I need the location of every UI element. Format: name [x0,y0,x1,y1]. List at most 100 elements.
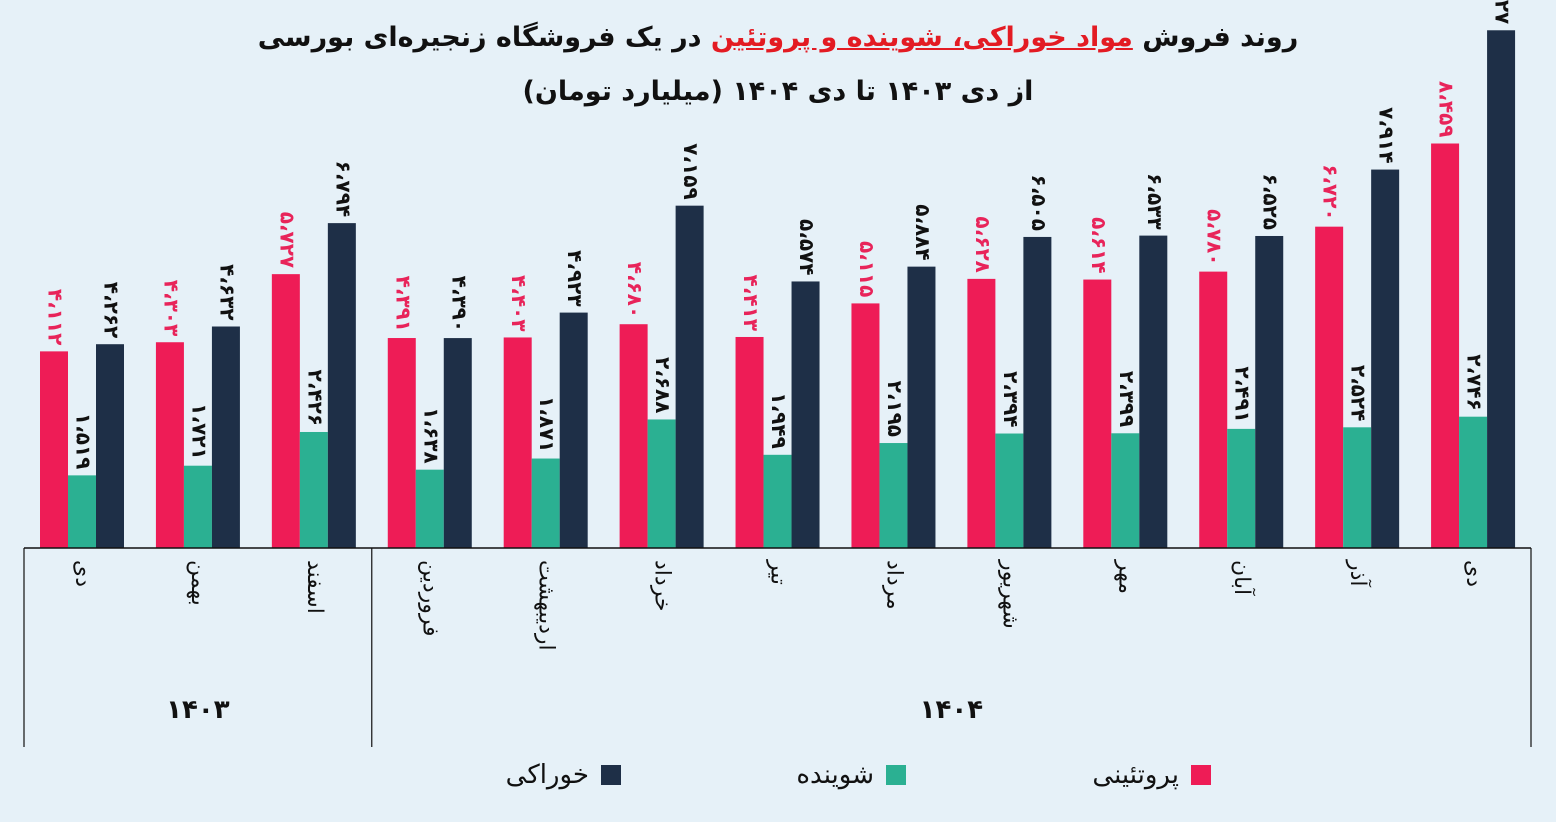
bar-food [1139,235,1168,548]
data-label-detergent: ۲،۴۲۶ [303,370,327,426]
data-label-protein: ۴،۴۰۳ [507,275,531,331]
data-label-food: ۱۰،۸۲۷ [1491,0,1515,24]
data-label-detergent: ۱،۸۷۱ [535,396,559,452]
bar-protein [1431,143,1460,549]
data-label-protein: ۴،۳۹۱ [391,276,415,332]
bar-detergent [299,431,328,548]
bar-food [1487,30,1516,549]
bar-food [211,326,240,548]
title-line-1: روند فروش مواد خوراکی، شوینده و پروتئین … [0,14,1556,62]
legend-item-food: خوراکی [506,760,621,790]
data-label-detergent: ۱،۷۲۱ [187,403,211,459]
bar-protein [967,278,996,548]
bar-food [675,205,704,549]
bar-food [443,338,472,548]
data-label-protein: ۶،۷۲۰ [1319,164,1343,220]
data-label-detergent: ۲،۷۴۶ [1463,354,1487,410]
bar-detergent [647,419,676,548]
legend-swatch-protein [1191,765,1211,785]
x-tick-label: بهمن [186,560,211,606]
bar-protein [619,324,648,548]
x-tick-label: خرداد [650,560,675,611]
bar-protein [735,336,764,548]
bar-protein [851,303,880,548]
data-label-food: ۴،۶۳۲ [215,264,239,320]
data-label-protein: ۵،۶۲۸ [971,216,995,272]
legend-item-detergent: شوینده [796,760,906,790]
data-label-protein: ۴،۳۰۳ [159,280,183,336]
legend-label-food: خوراکی [505,760,589,790]
bar-protein [1199,271,1228,548]
data-label-protein: ۴،۴۱۳ [739,275,763,331]
bar-food [791,281,820,548]
bar-protein [40,351,68,548]
data-label-food: ۴،۳۹۰ [447,276,471,332]
x-tick-label: فروردین [418,560,443,637]
bar-protein [1083,279,1112,548]
bar-protein [271,274,300,548]
x-tick-label: اسفند [302,560,327,614]
legend-swatch-detergent [886,765,906,785]
bar-protein [387,338,416,548]
data-label-protein: ۴،۱۱۲ [44,289,68,345]
title-line-2: از دی ۱۴۰۳ تا دی ۱۴۰۴ (میلیارد تومان) [522,76,1034,107]
bar-food [907,266,936,548]
data-label-protein: ۴،۶۸۰ [623,262,647,318]
x-tick-label: مرداد [881,560,906,610]
bar-protein [155,342,184,548]
bar-detergent [415,469,444,548]
x-tick-label: تیر [766,559,791,585]
data-label-food: ۷،۹۱۴ [1375,107,1399,163]
x-tick-label: دی [70,560,95,587]
bar-detergent [68,475,96,548]
bar-detergent [1111,433,1140,548]
data-label-detergent: ۲،۳۹۹ [1115,371,1139,427]
data-label-food: ۶،۵۲۵ [1259,174,1283,230]
x-tick-label: شهریور [997,559,1022,629]
data-label-detergent: ۱،۶۳۸ [419,407,443,463]
data-label-food: ۶،۵۰۵ [1027,175,1051,231]
data-label-detergent: ۱،۵۱۹ [72,413,96,469]
x-tick-label: آذر [1345,559,1372,587]
x-tick-label: اردیبهشت [534,560,559,651]
bar-detergent [763,454,792,548]
data-label-detergent: ۲،۳۹۴ [999,371,1023,427]
bar-detergent [183,465,212,548]
bar-food [96,344,124,548]
data-label-protein: ۸،۴۵۹ [1435,81,1459,137]
data-label-detergent: ۲،۶۸۸ [651,357,675,413]
legend: پروتئینی شوینده خوراکی [0,760,1556,800]
chart-title: روند فروش مواد خوراکی، شوینده و پروتئین … [0,14,1556,116]
legend-label-detergent: شوینده [796,760,874,790]
x-tick-label: آبان [1229,560,1256,596]
legend-label-protein: پروتئینی [1092,760,1179,790]
data-label-food: ۵،۵۷۴ [795,219,819,275]
data-label-food: ۴،۹۲۳ [563,250,587,306]
bar-protein [1315,226,1344,549]
bar-food [1255,235,1284,548]
data-label-detergent: ۲،۵۲۴ [1347,365,1371,421]
bar-detergent [995,433,1024,548]
x-tick-label: مهر [1113,559,1138,594]
data-label-detergent: ۲،۴۹۱ [1231,366,1255,422]
bar-detergent [531,458,560,548]
data-label-food: ۷،۱۵۹ [679,143,703,199]
data-label-food: ۴،۲۶۲ [100,282,124,338]
bar-detergent [1343,427,1372,548]
data-label-food: ۶،۵۳۳ [1143,173,1167,229]
bar-detergent [879,443,908,548]
bar-food [559,312,588,548]
group-label: ۱۴۰۳ [166,695,230,725]
data-label-detergent: ۲،۱۹۵ [883,381,907,437]
data-label-protein: ۵،۷۸۰ [1203,209,1227,265]
title-highlight: مواد خوراکی، شوینده و پروتئین [710,22,1133,53]
title-part-1: روند فروش [1142,22,1299,53]
bar-protein [503,337,532,548]
bar-detergent [1459,416,1488,548]
data-label-protein: ۵،۷۲۷ [275,212,299,268]
data-label-detergent: ۱،۹۴۹ [767,392,791,448]
data-label-food: ۵،۸۸۴ [911,204,935,260]
bar-food [1023,236,1052,548]
bar-food [327,223,356,548]
